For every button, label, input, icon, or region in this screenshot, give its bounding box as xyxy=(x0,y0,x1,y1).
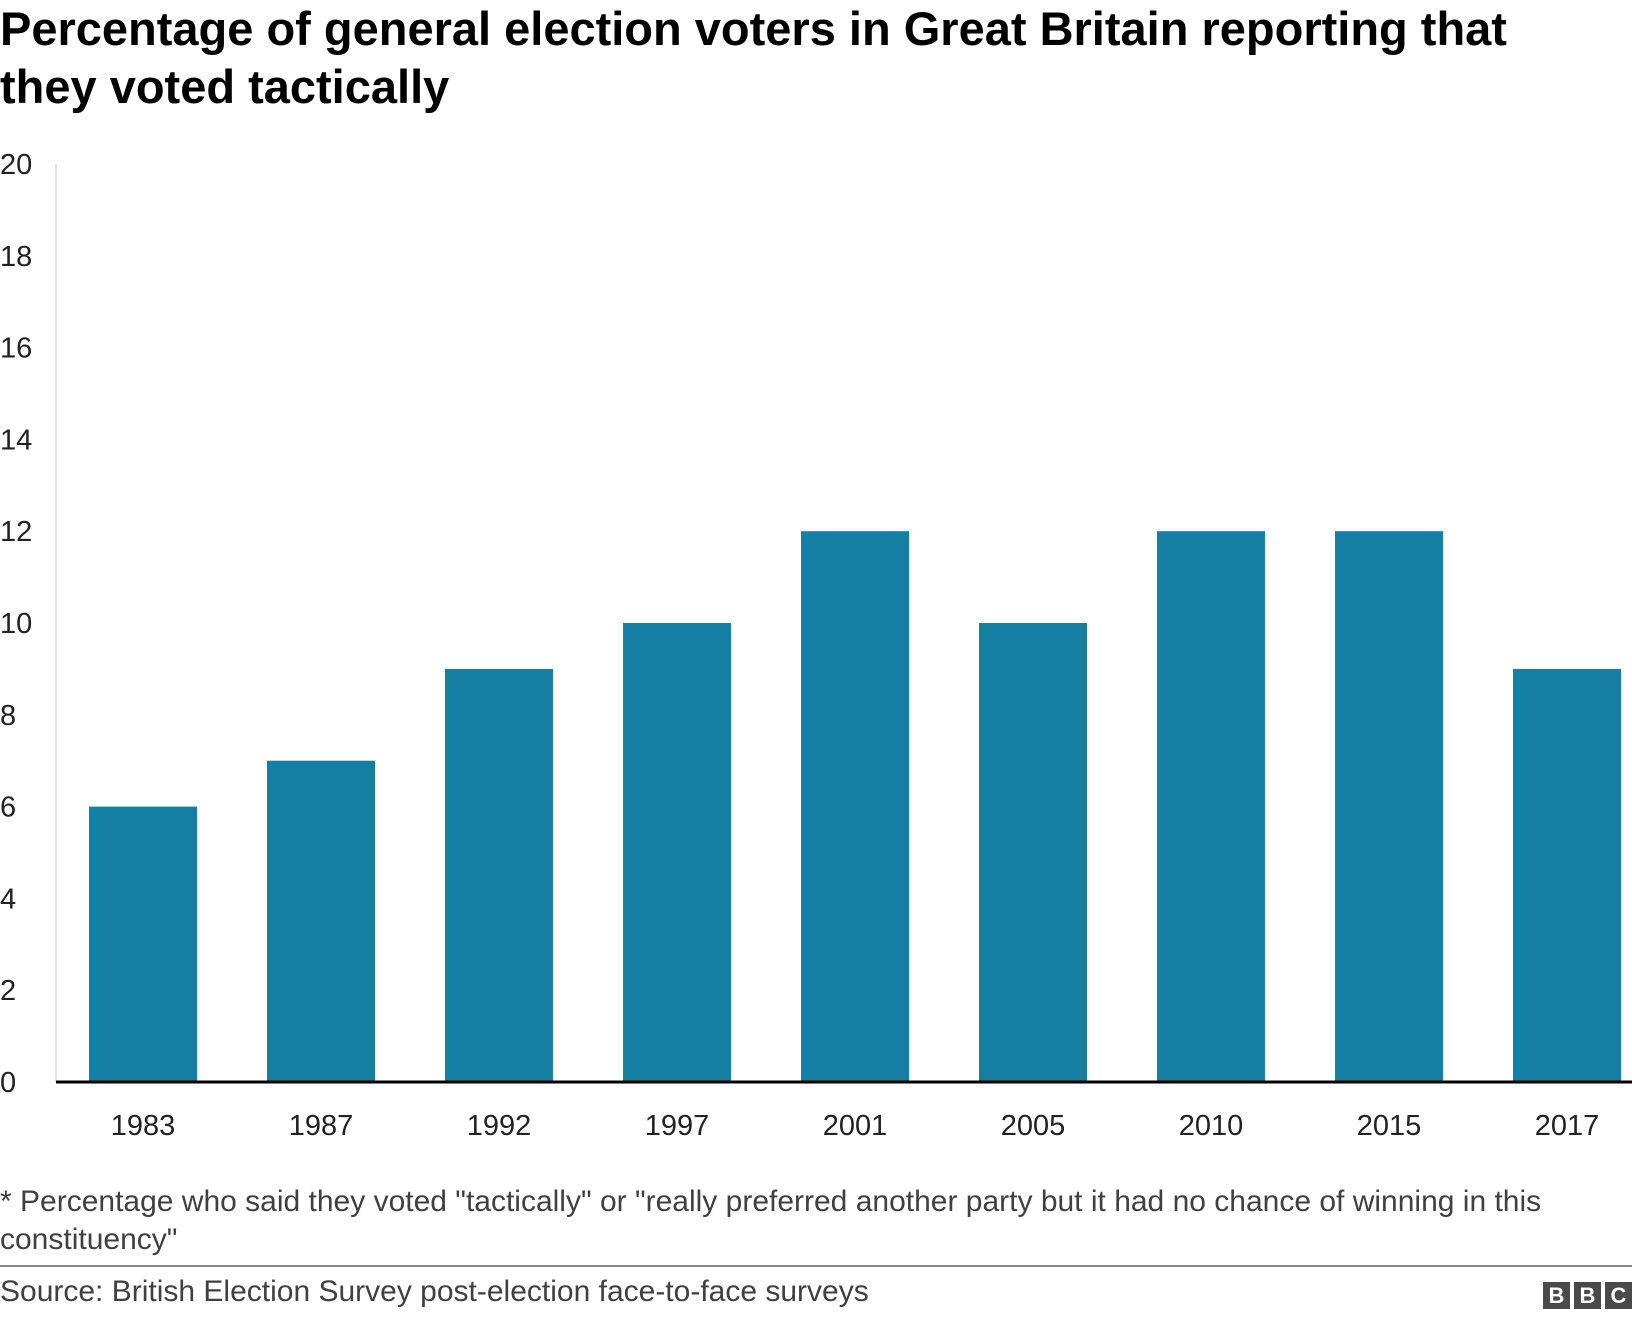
bar-1992 xyxy=(445,668,553,1082)
y-tick-label: 8 xyxy=(0,700,16,732)
x-tick-label-2015: 2015 xyxy=(1357,1110,1422,1142)
bbc-logo: B B C xyxy=(1543,1282,1632,1309)
x-tick-label-2017: 2017 xyxy=(1535,1110,1600,1142)
y-tick-label: 2 xyxy=(0,975,16,1007)
bar-2015 xyxy=(1335,531,1443,1082)
chart-title: Percentage of general election voters in… xyxy=(0,2,1507,113)
y-tick-label: 10 xyxy=(0,608,32,640)
y-tick-label: 4 xyxy=(0,883,16,915)
bbc-logo-letter-b2: B xyxy=(1574,1282,1601,1309)
bars xyxy=(89,531,1621,1082)
y-tick-label: 6 xyxy=(0,792,16,824)
bbc-logo-letter-b1: B xyxy=(1543,1282,1570,1309)
bar-1983 xyxy=(89,806,197,1082)
x-tick-label-2005: 2005 xyxy=(1001,1110,1066,1142)
x-tick-label-2010: 2010 xyxy=(1179,1110,1244,1142)
y-tick-label: 18 xyxy=(0,241,32,273)
y-tick-label: 20 xyxy=(0,149,32,181)
bar-2017 xyxy=(1513,668,1621,1082)
x-tick-label-1983: 1983 xyxy=(111,1110,176,1142)
x-tick-label-1987: 1987 xyxy=(289,1110,354,1142)
x-tick-labels: 1983 1987 1992 1997 2001 2005 2010 2015 2017 xyxy=(111,1110,1600,1142)
bbc-logo-letter-c: C xyxy=(1605,1282,1632,1309)
footer-divider xyxy=(0,1265,1632,1267)
bar-1987 xyxy=(267,760,375,1082)
y-tick-label: 16 xyxy=(0,333,32,365)
bar-2005 xyxy=(979,623,1087,1082)
x-tick-label-2001: 2001 xyxy=(823,1110,888,1142)
bar-1997 xyxy=(623,623,731,1082)
footnote: * Percentage who said they voted "tactic… xyxy=(0,1185,1542,1256)
y-tick-labels: 0 2 4 6 8 10 12 14 16 18 20 xyxy=(0,149,32,1099)
x-tick-label-1997: 1997 xyxy=(645,1110,710,1142)
y-tick-label: 12 xyxy=(0,516,32,548)
y-tick-label: 14 xyxy=(0,424,32,456)
y-tick-label: 0 xyxy=(0,1067,16,1099)
bar-chart: 0 2 4 6 8 10 12 14 16 18 20 1983 1987 1992 1997 2001 20… xyxy=(0,149,1632,1142)
bar-2010 xyxy=(1157,531,1265,1082)
source-note: Source: British Election Survey post-ele… xyxy=(0,1275,869,1308)
x-tick-label-1992: 1992 xyxy=(467,1110,532,1142)
bar-2001 xyxy=(801,531,909,1082)
